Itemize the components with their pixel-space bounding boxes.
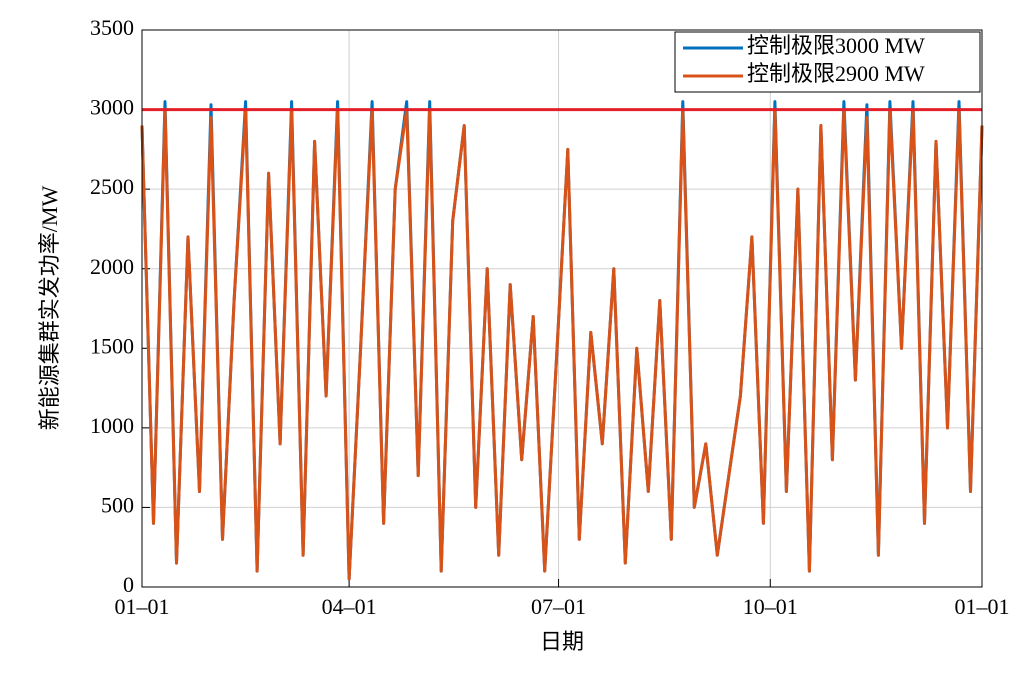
y-tick-label: 2000 — [90, 254, 134, 279]
y-axis-label: 新能源集群实发功率/MW — [37, 186, 62, 431]
plot-frame — [141, 29, 983, 588]
x-tick-label: 01–01 — [955, 594, 1010, 619]
y-tick-label: 1000 — [90, 413, 134, 438]
y-tick-label: 3000 — [90, 95, 134, 120]
y-tick-label: 2500 — [90, 174, 134, 199]
y-tick-label: 0 — [123, 572, 134, 597]
x-tick-label: 07–01 — [531, 594, 586, 619]
y-tick-label: 1500 — [90, 333, 134, 358]
x-tick-label: 04–01 — [322, 594, 377, 619]
x-tick-label: 10–01 — [743, 594, 798, 619]
y-tick-label: 500 — [101, 492, 134, 517]
y-tick-label: 3500 — [90, 15, 134, 40]
legend-label: 控制极限3000 MW — [747, 33, 925, 58]
series-line — [140, 108, 984, 581]
x-tick-label: 01–01 — [115, 594, 170, 619]
plot-area — [142, 30, 982, 587]
x-axis-label: 日期 — [540, 629, 584, 654]
legend-label: 控制极限2900 MW — [747, 61, 925, 86]
legend-box — [674, 31, 981, 93]
